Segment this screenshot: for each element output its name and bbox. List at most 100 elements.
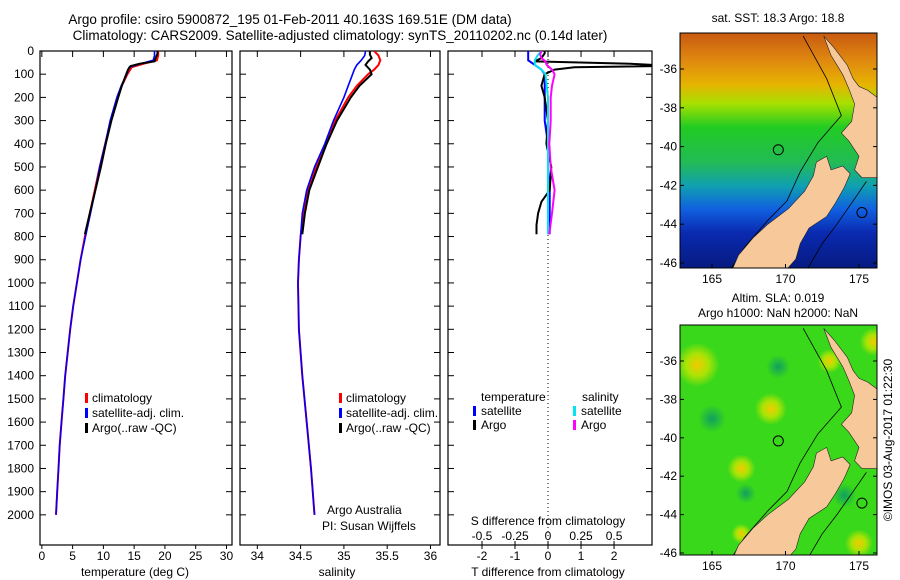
y-tick-label: 1000	[7, 276, 34, 290]
y-tick-label: 1800	[7, 461, 34, 475]
lat-tick-label: -44	[660, 217, 678, 231]
y-tick-label: 1500	[7, 392, 34, 406]
legend-swatch-s-satellite	[573, 406, 576, 416]
t-difference-xlabel: T difference from climatology	[471, 565, 625, 579]
profile-marker	[856, 497, 868, 509]
plot-frame	[447, 50, 653, 546]
lon-tick-label: 175	[849, 559, 869, 573]
y-tick-label: 1100	[8, 299, 34, 313]
x-tick-label: 1	[578, 549, 585, 563]
map-content	[680, 33, 877, 268]
y-tick-label: 1600	[7, 415, 34, 429]
x-tick-label: 0	[545, 549, 552, 563]
lat-tick-label: -40	[660, 431, 678, 445]
figure-title-line2: Climatology: CARS2009. Satellite-adjuste…	[73, 28, 608, 43]
x-tick-label: 34.5	[289, 549, 313, 563]
series-line-climatology	[55, 51, 160, 515]
legend-swatch-t-satellite	[473, 406, 476, 416]
salinity-legend: climatology satellite-adj. clim. Argo(..…	[322, 391, 438, 533]
x-tick-label: 20	[158, 549, 172, 563]
legend-label-satellite: satellite-adj. clim.	[346, 406, 438, 420]
annotation-pi: PI: Susan Wijffels	[322, 519, 416, 533]
lat-tick-label: -36	[660, 62, 678, 76]
bathymetry-contour	[732, 328, 842, 555]
salinity-xlabel: salinity	[319, 565, 356, 579]
s-x-tick-label: 0	[545, 529, 552, 543]
difference-panel: -2 -1 0 1 2 -0.5 -0.25 0 0.25 0.5	[447, 50, 653, 563]
legend-label-s-argo: Argo	[581, 418, 607, 432]
y-tick-label: 1200	[7, 322, 34, 336]
bathymetry-contour	[809, 472, 867, 555]
sla-map-title-line2: Argo h1000: NaN h2000: NaN	[698, 306, 858, 320]
sla-high-anomaly	[845, 529, 873, 555]
y-tick-label: 500	[14, 160, 34, 174]
y-tick-label: 1700	[7, 438, 34, 452]
sla-low-anomaly	[735, 483, 756, 504]
series-line-argo-raw-qc-	[83, 51, 159, 235]
legend-label-t-satellite: satellite	[481, 404, 522, 418]
x-tick-label: -1	[510, 549, 521, 563]
lon-tick-label: 175	[849, 272, 869, 286]
land-south-island	[732, 155, 851, 268]
sla-low-anomaly	[832, 483, 857, 508]
argo-position-marker	[772, 144, 784, 156]
legend-label-argo: Argo(..raw -QC)	[346, 421, 431, 435]
sla-high-anomaly	[727, 454, 756, 483]
x-tick-label: 25	[189, 549, 203, 563]
legend-header-temperature: temperature	[481, 390, 546, 404]
y-tick-label: 1900	[7, 485, 34, 499]
x-tick-label: 35.5	[376, 549, 400, 563]
y-tick-label: 1300	[7, 346, 34, 360]
lat-tick-label: -36	[660, 354, 678, 368]
series-line-s-satellite	[533, 51, 549, 235]
land-north-island	[823, 35, 877, 178]
map-frame	[679, 324, 878, 556]
lat-tick-label: -46	[660, 546, 678, 560]
sla-high-anomaly	[680, 342, 720, 387]
lat-tick-label: -42	[660, 469, 678, 483]
lat-tick-label: -38	[660, 101, 678, 115]
lat-tick-label: -46	[660, 256, 678, 270]
s-x-tick-label: 0.5	[606, 529, 623, 543]
x-tick-label: 5	[69, 549, 76, 563]
sst-map-title: sat. SST: 18.3 Argo: 18.8	[712, 11, 845, 25]
y-tick-label: 800	[14, 230, 34, 244]
x-tick-label: 34	[251, 549, 265, 563]
y-tick-label: 0	[27, 44, 34, 58]
lon-tick-label: 170	[775, 559, 795, 573]
x-tick-label: 2	[611, 549, 618, 563]
argo-position-marker	[772, 435, 784, 447]
y-tick-label: 2000	[7, 508, 34, 522]
annotation-argo-australia: Argo Australia	[327, 503, 402, 517]
y-tick-label: 700	[14, 206, 34, 220]
temperature-legend: climatology satellite-adj. clim. Argo(..…	[85, 391, 184, 435]
s-difference-xlabel: S difference from climatology	[471, 514, 626, 528]
s-x-tick-label: -0.5	[472, 529, 493, 543]
s-x-tick-label: 0.25	[569, 529, 593, 543]
series-line-satellite-adj-clim-	[297, 51, 367, 515]
y-tick-label: 600	[14, 183, 34, 197]
s-x-tick-label: -0.25	[501, 529, 529, 543]
profile-marker	[856, 207, 868, 219]
sla-map-title-line1: Altim. SLA: 0.019	[732, 291, 825, 305]
map-content	[680, 325, 877, 555]
y-tick-label: 1400	[7, 369, 34, 383]
plot-frame	[239, 50, 441, 546]
legend-label-satellite: satellite-adj. clim.	[92, 406, 184, 420]
bathymetry-contour	[731, 35, 842, 268]
salinity-panel: 34 34.5 35 35.5 36	[239, 50, 441, 563]
series-line-climatology	[296, 51, 382, 515]
lon-tick-label: 165	[702, 559, 722, 573]
sla-low-anomaly	[766, 354, 791, 379]
figure-title-line1: Argo profile: csiro 5900872_195 01-Feb-2…	[68, 12, 511, 27]
y-tick-label: 200	[14, 90, 34, 104]
y-tick-label: 400	[14, 137, 34, 151]
sla-map: -36 -38 -40 -42 -44 -46 165 170 175	[660, 324, 878, 573]
plot-frame	[39, 50, 233, 546]
legend-swatch-t-argo	[473, 420, 476, 430]
x-tick-label: -2	[477, 549, 488, 563]
sla-high-anomaly	[754, 393, 787, 425]
lon-tick-label: 165	[702, 272, 722, 286]
x-tick-label: 10	[97, 549, 111, 563]
